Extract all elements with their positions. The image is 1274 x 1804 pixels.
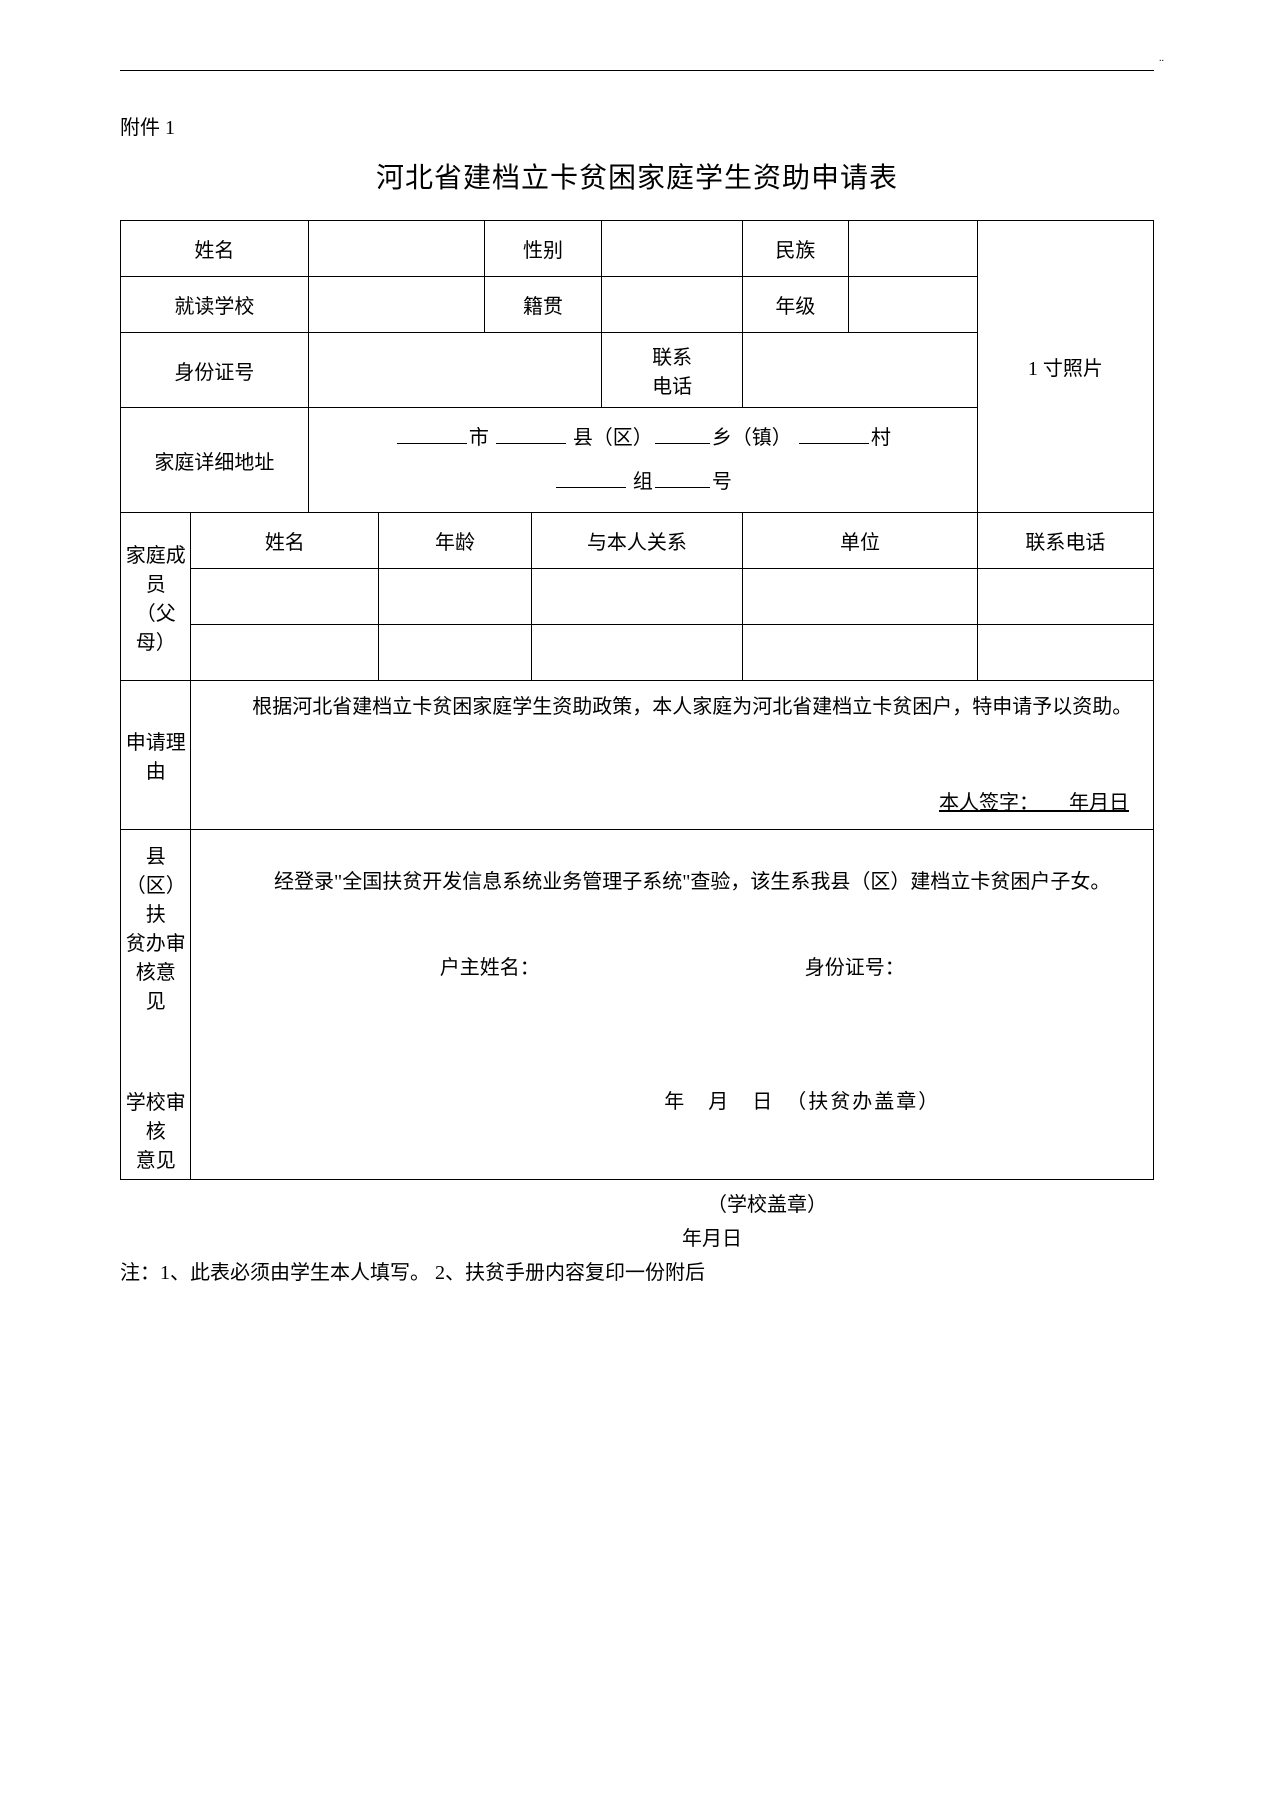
col-family-phone: 联系电话 [977,513,1153,569]
family-row[interactable] [379,569,532,625]
label-family-section: 家庭成员 （父母） [121,513,191,681]
col-family-unit: 单位 [743,513,978,569]
county-stamp-area: 年 月 日 （扶贫办盖章） [191,1020,1154,1180]
family-row[interactable] [191,569,379,625]
label-reason: 申请理由 [121,681,191,830]
label-id-no: 身份证号 [121,333,309,408]
school-date-text: 年月日 [120,1222,1154,1256]
label-gender: 性别 [484,221,601,277]
input-gender[interactable] [602,221,743,277]
input-grade[interactable] [848,277,977,333]
label-native-place: 籍贯 [484,277,601,333]
family-row[interactable] [743,569,978,625]
application-form-table: 姓名 性别 民族 1 寸照片 就读学校 籍贯 年级 身份证号 联系 电话 家庭详… [120,220,1154,1180]
input-school[interactable] [308,277,484,333]
family-row[interactable] [379,625,532,681]
family-row[interactable] [191,625,379,681]
col-family-relation: 与本人关系 [531,513,742,569]
county-review-content[interactable]: 经登录"全国扶贫开发信息系统业务管理子系统"查验，该生系我县（区）建档立卡贫困户… [191,830,1154,1020]
form-title: 河北省建档立卡贫困家庭学生资助申请表 [120,156,1154,196]
col-family-age: 年龄 [379,513,532,569]
label-name: 姓名 [121,221,309,277]
family-row-1 [121,569,1154,625]
family-row[interactable] [531,569,742,625]
top-rule [120,70,1154,71]
input-phone[interactable] [743,333,978,408]
label-phone: 联系 电话 [602,333,743,408]
family-row[interactable] [743,625,978,681]
footer-note: 注：1、此表必须由学生本人填写。 2、扶贫手册内容复印一份附后 [120,1256,1154,1290]
reason-content[interactable]: 根据河北省建档立卡贫困家庭学生资助政策，本人家庭为河北省建档立卡贫困户，特申请予… [191,681,1154,830]
family-row[interactable] [531,625,742,681]
photo-placeholder: 1 寸照片 [977,221,1153,513]
label-ethnicity: 民族 [743,221,849,277]
footer-block: （学校盖章） 年月日 注：1、此表必须由学生本人填写。 2、扶贫手册内容复印一份… [120,1188,1154,1290]
label-school-review: 学校审核 意见 [121,1020,191,1180]
label-grade: 年级 [743,277,849,333]
col-family-name: 姓名 [191,513,379,569]
family-row-2 [121,625,1154,681]
school-seal-text: （学校盖章） [120,1188,1154,1222]
input-id-no[interactable] [308,333,601,408]
input-name[interactable] [308,221,484,277]
family-row[interactable] [977,569,1153,625]
input-ethnicity[interactable] [848,221,977,277]
family-row[interactable] [977,625,1153,681]
attachment-label: 附件 1 [120,111,1154,140]
label-address: 家庭详细地址 [121,408,309,513]
label-school: 就读学校 [121,277,309,333]
label-county-review: 县（区）扶 贫办审核意 见 [121,830,191,1020]
input-native-place[interactable] [602,277,743,333]
input-address[interactable]: 市 县（区）乡（镇） 村 组号 [308,408,977,513]
